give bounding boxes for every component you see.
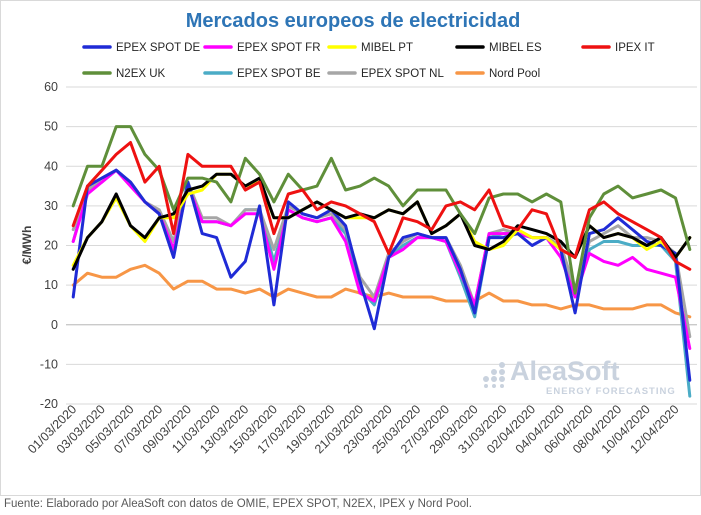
y-tick-label: 0 — [51, 318, 58, 332]
legend-label: MIBEL ES — [489, 42, 542, 54]
legend-label: N2EX UK — [116, 68, 166, 80]
legend: EPEX SPOT DE EPEX SPOT FR MIBEL PT MIBEL ES… — [82, 42, 655, 80]
series-line-ipex-it — [71, 141, 692, 271]
line-chart: Mercados europeos de electricidad EPEX S… — [20, 10, 697, 456]
legend-label: Nord Pool — [489, 68, 540, 80]
chart-title: Mercados europeos de electricidad — [186, 10, 521, 32]
aleasoft-logo: AleaSoft ENERGY FORECASTING — [478, 356, 698, 406]
legend-label: IPEX IT — [615, 42, 655, 54]
series-lines — [71, 125, 692, 398]
y-tick-label: 60 — [44, 80, 58, 94]
y-tick-label: -10 — [40, 357, 58, 371]
legend-label: EPEX SPOT BE — [237, 68, 321, 80]
y-axis-label: €/MWh — [20, 226, 34, 265]
legend-label: EPEX SPOT DE — [116, 42, 200, 54]
source-note: Fuente: Elaborado por AleaSoft con datos… — [4, 498, 472, 510]
series-line-n2ex-uk — [71, 125, 692, 295]
legend-label: EPEX SPOT NL — [361, 68, 444, 80]
y-tick-label: 40 — [44, 159, 58, 173]
logo-tagline: ENERGY FORECASTING — [546, 386, 676, 397]
legend-label: MIBEL PT — [361, 42, 413, 54]
y-tick-label: 10 — [44, 278, 58, 292]
y-tick-label: 50 — [44, 120, 58, 134]
y-axis: -20 -10 0 10 20 30 40 50 60 — [40, 80, 58, 411]
y-tick-label: 20 — [44, 239, 58, 253]
y-tick-label: -20 — [40, 397, 58, 411]
legend-label: EPEX SPOT FR — [237, 42, 321, 54]
y-tick-label: 30 — [44, 199, 58, 213]
logo-dots-icon — [483, 362, 505, 388]
series-line-epex-spot-de — [71, 168, 692, 382]
logo-name: AleaSoft — [510, 356, 620, 386]
